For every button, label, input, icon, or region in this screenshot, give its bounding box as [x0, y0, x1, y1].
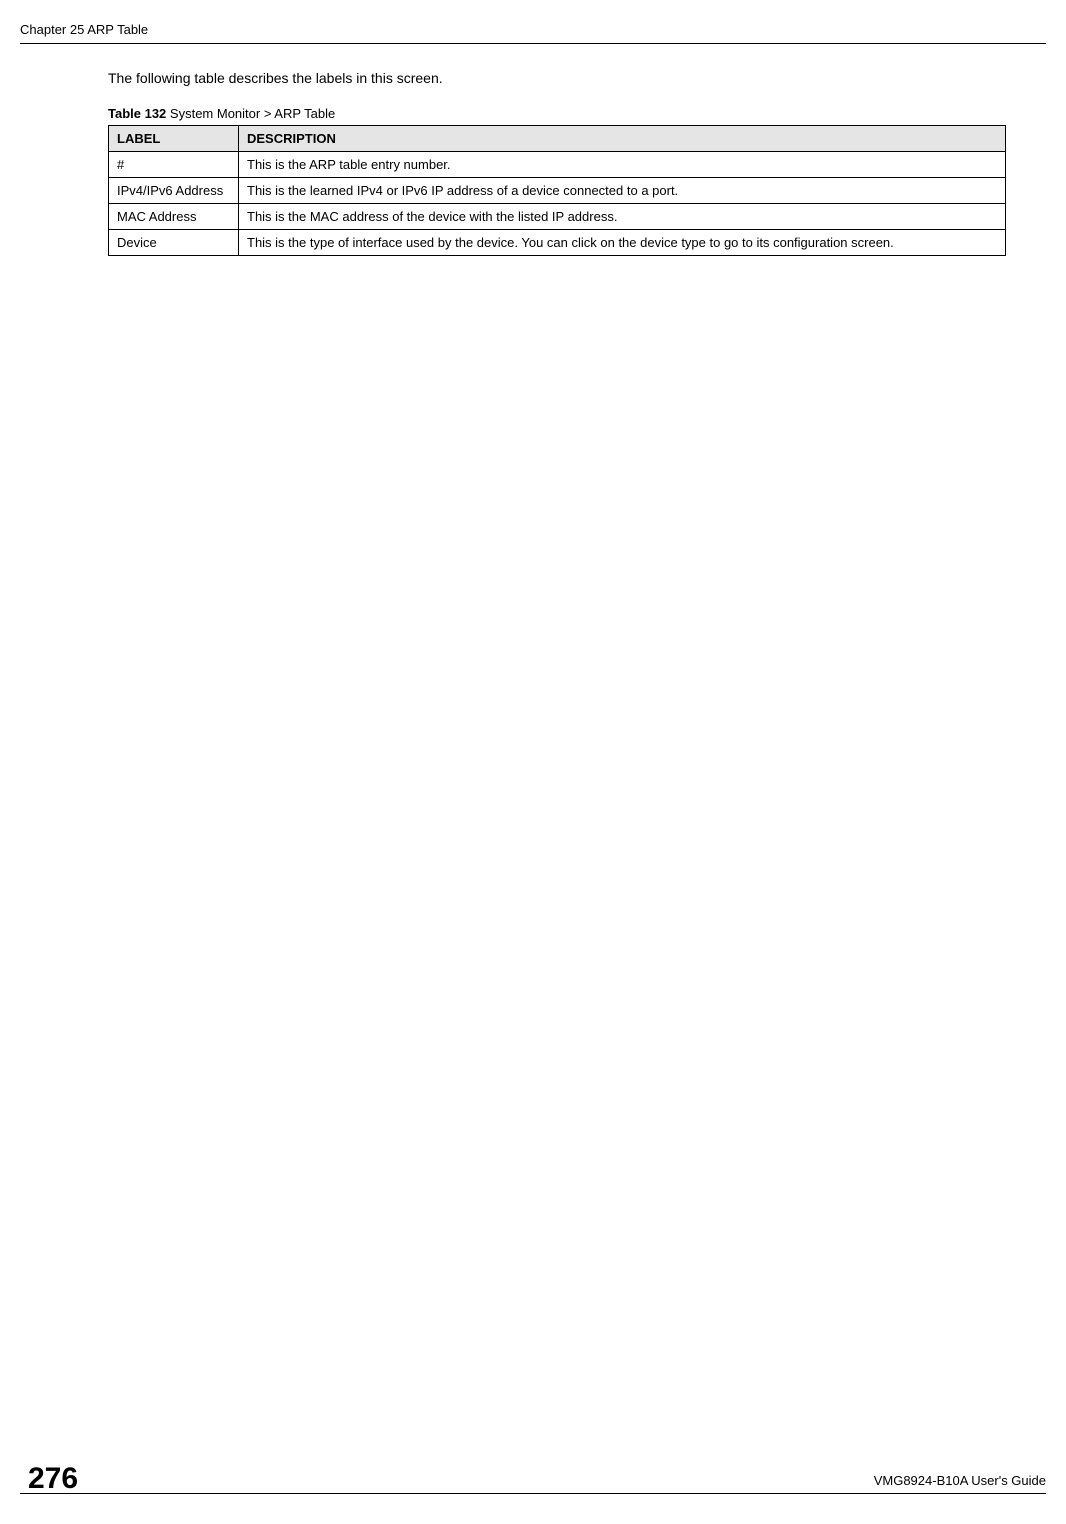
table-caption-number: Table 132	[108, 106, 166, 121]
page: Chapter 25 ARP Table The following table…	[0, 0, 1066, 1524]
table-cell-description: This is the MAC address of the device wi…	[239, 204, 1006, 230]
table-header-row: LABEL DESCRIPTION	[109, 126, 1006, 152]
page-footer: 276 VMG8924-B10A User's Guide	[20, 1493, 1046, 1502]
chapter-title: Chapter 25 ARP Table	[20, 22, 1046, 37]
table-cell-label: Device	[109, 230, 239, 256]
intro-text: The following table describes the labels…	[108, 70, 1006, 86]
page-header: Chapter 25 ARP Table	[20, 22, 1046, 44]
guide-name: VMG8924-B10A User's Guide	[874, 1473, 1046, 1488]
table-row: Device This is the type of interface use…	[109, 230, 1006, 256]
page-number: 276	[28, 1462, 78, 1496]
table-row: MAC Address This is the MAC address of t…	[109, 204, 1006, 230]
description-table: LABEL DESCRIPTION # This is the ARP tabl…	[108, 125, 1006, 256]
table-row: IPv4/IPv6 Address This is the learned IP…	[109, 178, 1006, 204]
table-header-label: LABEL	[109, 126, 239, 152]
table-cell-label: #	[109, 152, 239, 178]
table-caption: Table 132 System Monitor > ARP Table	[108, 106, 1006, 121]
table-cell-description: This is the type of interface used by th…	[239, 230, 1006, 256]
table-header-description: DESCRIPTION	[239, 126, 1006, 152]
page-content: The following table describes the labels…	[108, 70, 1006, 256]
table-cell-label: IPv4/IPv6 Address	[109, 178, 239, 204]
table-cell-description: This is the learned IPv4 or IPv6 IP addr…	[239, 178, 1006, 204]
table-cell-description: This is the ARP table entry number.	[239, 152, 1006, 178]
table-caption-title: System Monitor > ARP Table	[166, 106, 335, 121]
table-row: # This is the ARP table entry number.	[109, 152, 1006, 178]
table-cell-label: MAC Address	[109, 204, 239, 230]
